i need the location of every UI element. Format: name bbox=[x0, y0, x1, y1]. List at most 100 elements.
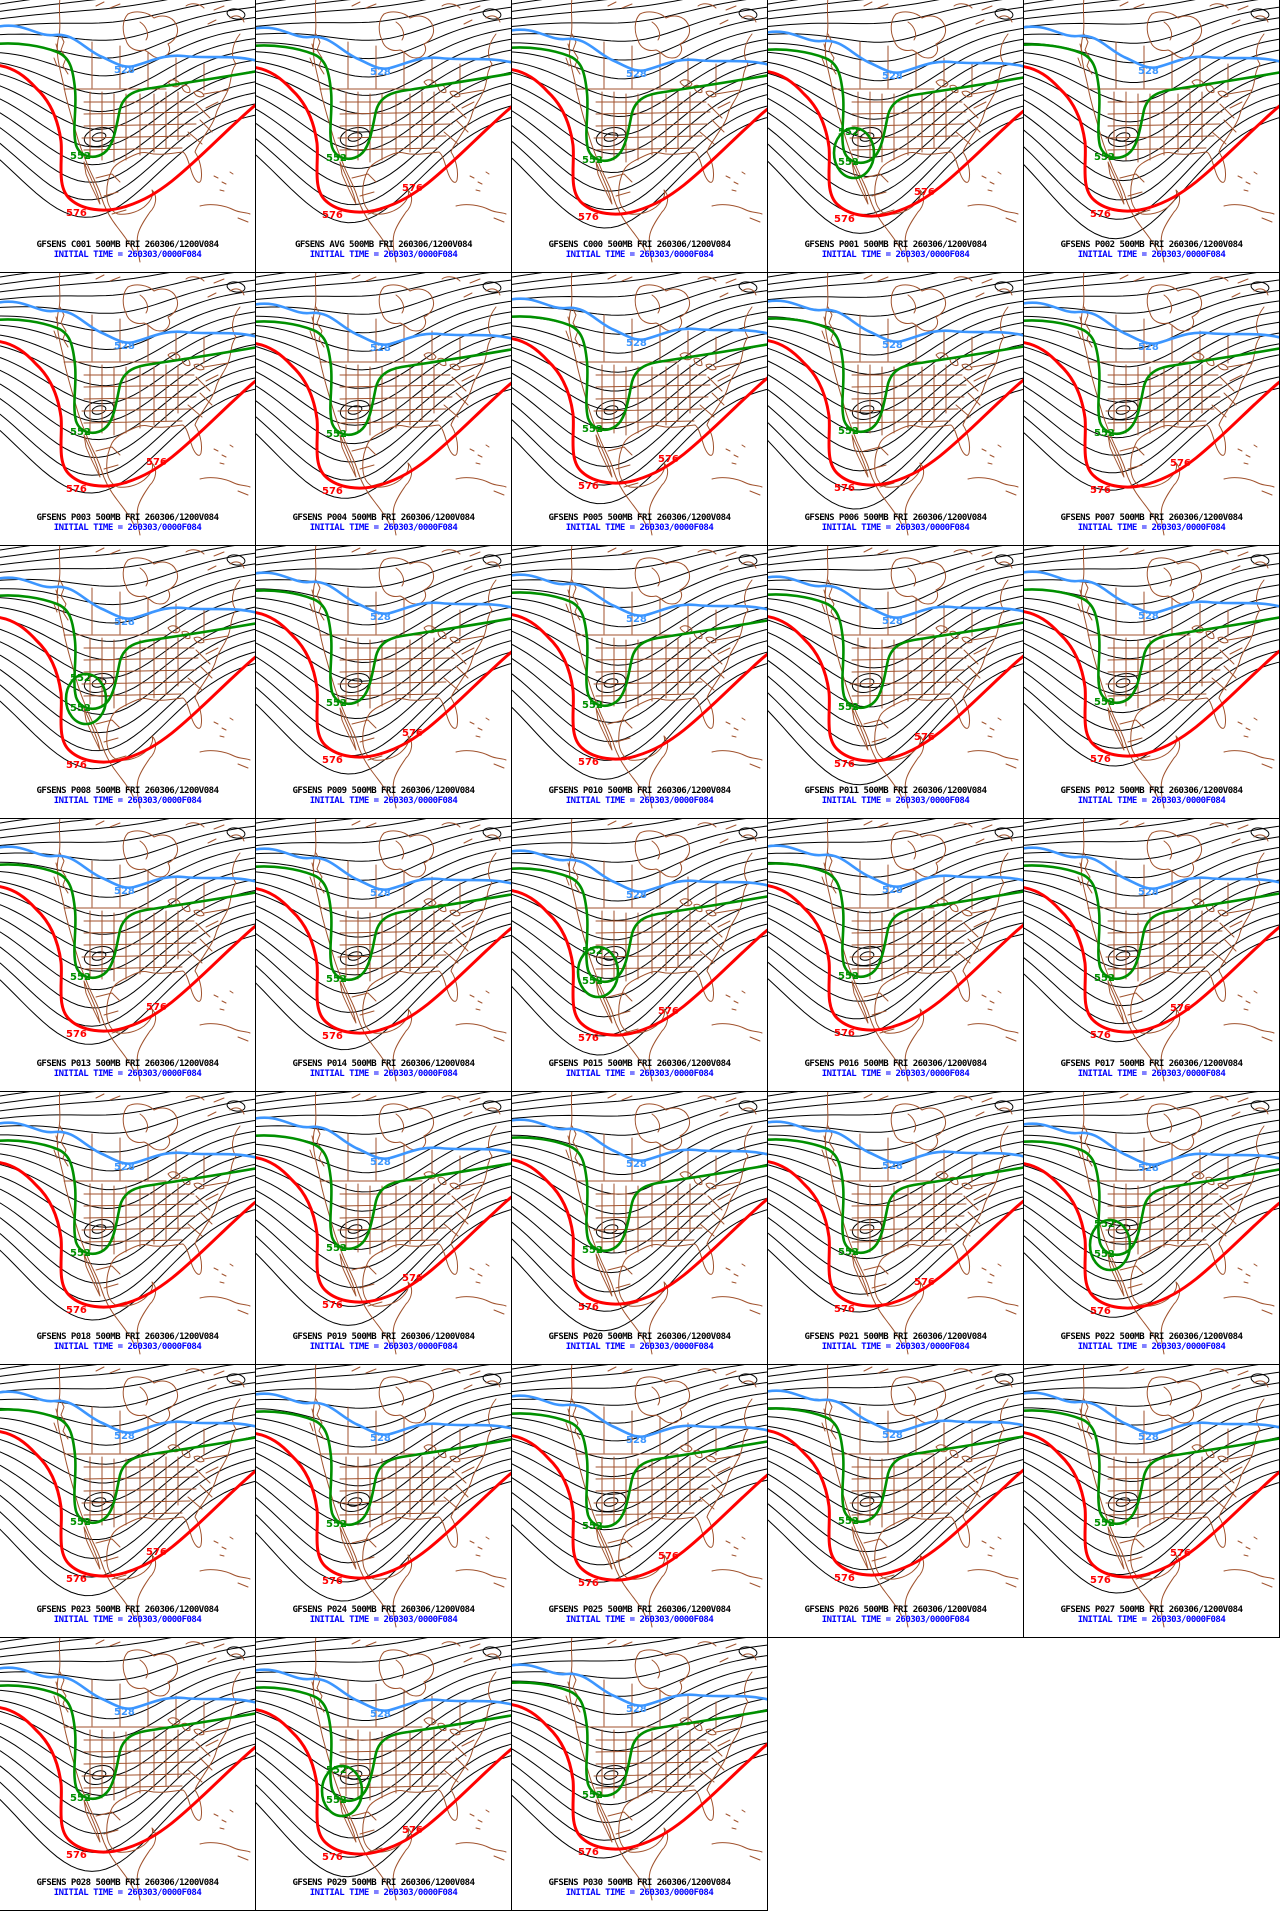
colored-contours bbox=[0, 300, 255, 488]
weather-map: 528 552 576 bbox=[512, 1638, 767, 1901]
green-552-contour bbox=[0, 1684, 255, 1801]
blue-contour-label: 528 bbox=[882, 340, 903, 351]
black-contours bbox=[512, 0, 767, 229]
blue-528-contour bbox=[512, 849, 767, 893]
green-552-contour bbox=[512, 591, 767, 708]
red-576-contour bbox=[1024, 1431, 1279, 1579]
red-contour-label-2: 576 bbox=[658, 454, 679, 465]
weather-map: 528 552 576 576 bbox=[256, 0, 511, 263]
red-contour-label: 576 bbox=[834, 1573, 855, 1584]
map-panel-P026: 528 552 576 GFSENS P026 500MB FRI 260306/12… bbox=[768, 1365, 1024, 1638]
panel-title: GFSENS P003 500MB FRI 260306/1200V084 bbox=[36, 513, 219, 523]
blue-528-contour bbox=[1024, 846, 1279, 890]
red-576-contour bbox=[512, 613, 767, 761]
panel-initial-time: INITIAL TIME = 260303/0000F084 bbox=[821, 523, 970, 533]
geography-outlines bbox=[1077, 0, 1275, 263]
map-panel-P029: 528 552 576 576 552 GFSENS P029 500MB FRI 260… bbox=[256, 1638, 512, 1911]
red-contour-label: 576 bbox=[1090, 1575, 1111, 1586]
blue-contour-label: 528 bbox=[882, 1430, 903, 1441]
panel-initial-time: INITIAL TIME = 260303/0000F084 bbox=[821, 1342, 970, 1352]
weather-map: 528 552 576 576 bbox=[1024, 1365, 1279, 1628]
panel-title: GFSENS P023 500MB FRI 260306/1200V084 bbox=[36, 1605, 219, 1615]
weather-map: 528 552 576 bbox=[0, 0, 255, 263]
green-552-contour bbox=[512, 867, 767, 984]
red-contour-label: 576 bbox=[322, 755, 343, 766]
green-552-contour bbox=[1024, 1409, 1279, 1526]
colored-contours bbox=[0, 24, 255, 212]
colored-contours bbox=[1024, 301, 1279, 489]
black-contours bbox=[256, 1638, 511, 1878]
blue-528-contour bbox=[768, 1120, 1023, 1164]
panel-title: GFSENS P028 500MB FRI 260306/1200V084 bbox=[36, 1878, 219, 1888]
red-contour-label-2: 576 bbox=[658, 1551, 679, 1562]
red-contour-label: 576 bbox=[66, 208, 87, 219]
weather-map: 528 552 576 bbox=[256, 819, 511, 1082]
green-552-contour bbox=[0, 318, 255, 435]
colored-contours bbox=[1024, 846, 1279, 1034]
panel-initial-time: INITIAL TIME = 260303/0000F084 bbox=[565, 1615, 714, 1625]
colored-contours bbox=[1024, 570, 1279, 758]
blue-contour-label: 528 bbox=[114, 341, 135, 352]
red-contour-label-2: 576 bbox=[914, 1277, 935, 1288]
blue-528-contour bbox=[768, 844, 1023, 888]
weather-map: 528 552 576 552 bbox=[1024, 1092, 1279, 1355]
red-contour-label: 576 bbox=[1090, 1030, 1111, 1041]
black-contours bbox=[0, 1092, 255, 1321]
green-contour-label: 552 bbox=[838, 1516, 859, 1527]
black-contours bbox=[256, 819, 511, 1051]
blue-contour-label: 528 bbox=[114, 1707, 135, 1718]
weather-map: 528 552 576 576 bbox=[768, 546, 1023, 809]
panel-initial-time: INITIAL TIME = 260303/0000F084 bbox=[565, 1888, 714, 1898]
red-576-contour bbox=[1024, 1162, 1279, 1310]
colored-contours bbox=[1024, 25, 1279, 213]
red-576-contour bbox=[512, 68, 767, 216]
weather-map: 528 552 576 576 bbox=[256, 1092, 511, 1355]
red-576-contour bbox=[256, 1432, 511, 1580]
red-576-contour bbox=[0, 1706, 255, 1854]
red-contour-label: 576 bbox=[66, 1029, 87, 1040]
geography-outlines bbox=[309, 819, 507, 1082]
panel-title: GFSENS P024 500MB FRI 260306/1200V084 bbox=[292, 1605, 475, 1615]
blue-contour-label: 528 bbox=[882, 1161, 903, 1172]
blue-contour-label: 528 bbox=[626, 338, 647, 349]
weather-map: 528 552 576 bbox=[0, 1638, 255, 1901]
black-contours bbox=[512, 273, 767, 505]
weather-map: 528 552 576 576 552 bbox=[768, 0, 1023, 263]
map-panel-P003: 528 552 576 576 GFSENS P003 500MB FRI 260306… bbox=[0, 273, 256, 546]
panel-title: GFSENS P013 500MB FRI 260306/1200V084 bbox=[36, 1059, 219, 1069]
panel-title: GFSENS P004 500MB FRI 260306/1200V084 bbox=[292, 513, 475, 523]
red-576-contour bbox=[0, 616, 255, 764]
green-contour-label: 552 bbox=[70, 703, 91, 714]
green-552-contour bbox=[768, 317, 1023, 434]
geography-outlines bbox=[53, 1365, 251, 1628]
weather-map: 528 552 576 bbox=[768, 273, 1023, 536]
red-contour-label: 576 bbox=[322, 1031, 343, 1042]
panel-initial-time: INITIAL TIME = 260303/0000F084 bbox=[309, 1342, 458, 1352]
red-contour-label: 576 bbox=[834, 214, 855, 225]
map-panel-P027: 528 552 576 576 GFSENS P027 500MB FRI 260306… bbox=[1024, 1365, 1280, 1638]
green-552-contour bbox=[768, 48, 1023, 165]
panel-title: GFSENS P005 500MB FRI 260306/1200V084 bbox=[548, 513, 731, 523]
green-552-contour bbox=[512, 1681, 767, 1798]
map-panel-P006: 528 552 576 GFSENS P006 500MB FRI 260306/12… bbox=[768, 273, 1024, 546]
panel-initial-time: INITIAL TIME = 260303/0000F084 bbox=[1077, 1069, 1226, 1079]
green-contour-label: 552 bbox=[582, 700, 603, 711]
red-contour-label-2: 576 bbox=[146, 1547, 167, 1558]
green-contour-label: 552 bbox=[70, 1248, 91, 1259]
weather-map: 528 552 576 576 bbox=[0, 273, 255, 536]
blue-contour-label: 528 bbox=[370, 67, 391, 78]
panel-initial-time: INITIAL TIME = 260303/0000F084 bbox=[821, 796, 970, 806]
map-panel-C001: 528 552 576 GFSENS C001 500MB FRI 260306/12… bbox=[0, 0, 256, 273]
blue-528-contour bbox=[0, 845, 255, 889]
colored-contours bbox=[512, 849, 767, 1037]
geography-outlines bbox=[565, 273, 763, 536]
green-cutoff-low-contour bbox=[64, 672, 108, 726]
map-panel-P001: 528 552 576 576 552 GFSENS P001 500MB FRI 260… bbox=[768, 0, 1024, 273]
green-contour-label: 552 bbox=[70, 1517, 91, 1528]
geography-outlines bbox=[53, 546, 251, 809]
red-576-contour bbox=[512, 1703, 767, 1851]
green-contour-label: 552 bbox=[326, 1795, 347, 1806]
weather-map: 528 552 576 bbox=[1024, 0, 1279, 263]
colored-contours bbox=[512, 1663, 767, 1851]
weather-map: 528 552 576 576 bbox=[512, 273, 767, 536]
